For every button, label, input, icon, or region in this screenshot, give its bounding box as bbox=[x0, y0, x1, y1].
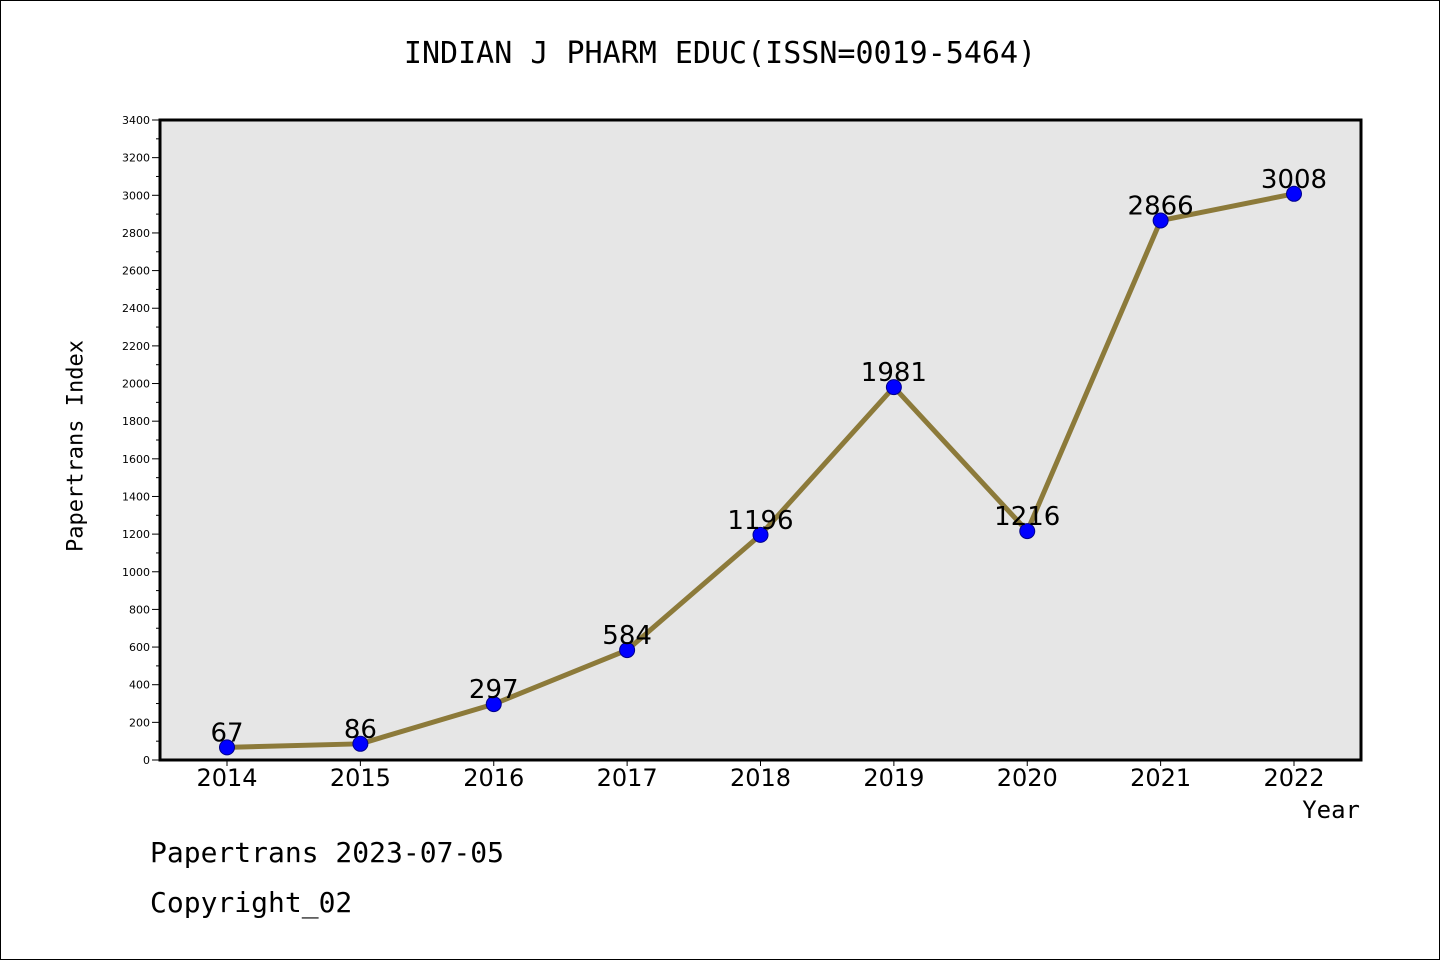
y-tick-label: 1600 bbox=[122, 453, 150, 466]
x-tick-label: 2021 bbox=[1130, 764, 1191, 792]
y-tick-label: 0 bbox=[143, 754, 150, 767]
y-tick-label: 3200 bbox=[122, 152, 150, 165]
y-tick-label: 600 bbox=[129, 641, 150, 654]
y-tick-label: 3000 bbox=[122, 189, 150, 202]
footer-date: Papertrans 2023-07-05 bbox=[150, 836, 505, 869]
x-tick-label: 2014 bbox=[196, 764, 257, 792]
chart-title: INDIAN J PHARM EDUC(ISSN=0019-5464) bbox=[403, 36, 1037, 71]
x-tick-label: 2018 bbox=[730, 764, 791, 792]
data-label: 1981 bbox=[861, 358, 927, 388]
data-label: 3008 bbox=[1261, 165, 1327, 195]
y-tick-label: 2800 bbox=[122, 227, 150, 240]
y-tick-label: 2000 bbox=[122, 378, 150, 391]
data-label: 2866 bbox=[1128, 192, 1194, 222]
x-tick-label: 2016 bbox=[463, 764, 524, 792]
y-tick-label: 800 bbox=[129, 603, 150, 616]
x-tick-label: 2015 bbox=[330, 764, 391, 792]
data-point bbox=[1152, 212, 1169, 229]
x-tick-label: 2020 bbox=[997, 764, 1058, 792]
x-axis-label: Year bbox=[1302, 796, 1360, 824]
y-tick-label: 3400 bbox=[122, 114, 150, 127]
data-point bbox=[752, 526, 769, 543]
y-tick-label: 1200 bbox=[122, 528, 150, 541]
data-point bbox=[619, 642, 636, 659]
y-tick-label: 2400 bbox=[122, 302, 150, 315]
data-point bbox=[219, 739, 235, 756]
data-label: 1216 bbox=[994, 502, 1060, 532]
data-label: 1196 bbox=[727, 506, 793, 536]
data-point bbox=[1019, 523, 1036, 540]
data-point bbox=[885, 379, 902, 396]
data-label: 67 bbox=[210, 718, 243, 748]
y-tick-label: 2200 bbox=[122, 340, 150, 353]
y-tick-label: 400 bbox=[129, 679, 150, 692]
y-tick-label: 1400 bbox=[122, 490, 150, 503]
y-tick-label: 200 bbox=[129, 716, 150, 729]
y-tick-label: 1800 bbox=[122, 415, 150, 428]
data-label: 584 bbox=[602, 621, 652, 651]
y-tick-label: 2600 bbox=[122, 265, 150, 278]
x-tick-label: 2019 bbox=[863, 764, 924, 792]
x-tick-label: 2017 bbox=[597, 764, 658, 792]
data-label: 86 bbox=[344, 715, 377, 745]
data-point bbox=[1286, 185, 1302, 202]
data-point bbox=[485, 696, 502, 713]
data-point bbox=[352, 735, 369, 752]
footer-copyright: Copyright_02 bbox=[150, 886, 353, 919]
data-label: 297 bbox=[469, 675, 519, 705]
y-tick-label: 1000 bbox=[122, 566, 150, 579]
x-tick-label: 2022 bbox=[1263, 764, 1324, 792]
